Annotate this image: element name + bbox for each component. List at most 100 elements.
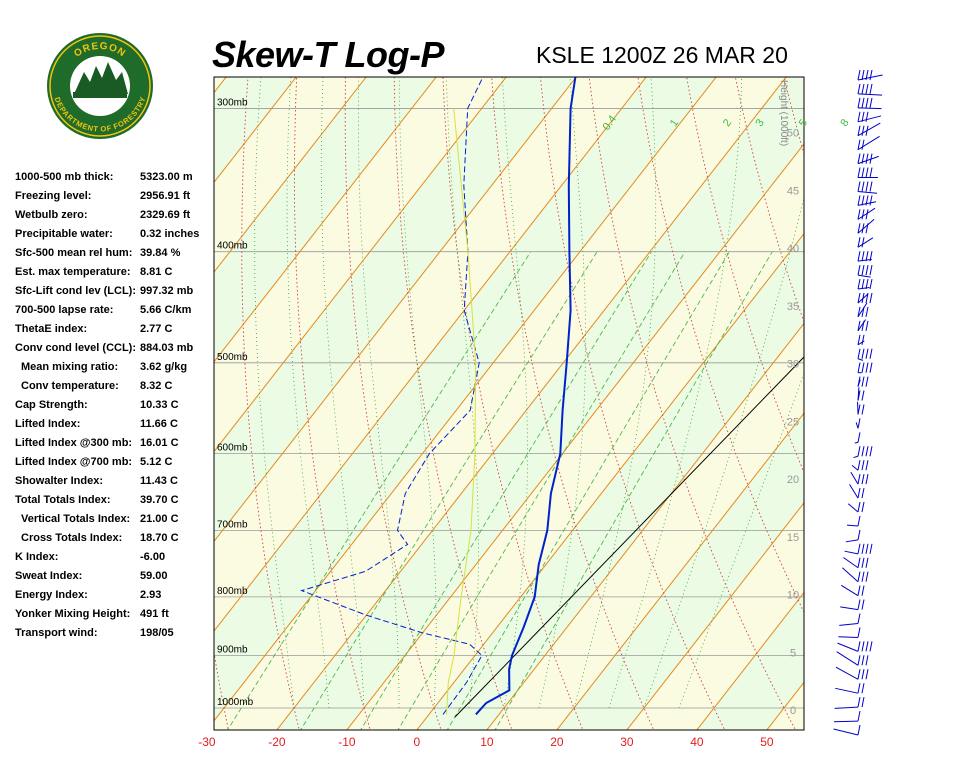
isotherm-line (214, 77, 507, 453)
wind-barb (857, 153, 879, 165)
wind-barb-flag (865, 571, 869, 582)
wind-barb-staff (857, 115, 882, 123)
index-label: Showalter Index: (15, 475, 104, 487)
wind-barb-staff (857, 190, 878, 194)
wind-barb (857, 251, 873, 262)
wind-barb-flag (857, 655, 861, 666)
index-value: 2329.69 ft (140, 209, 191, 221)
wind-barb-flag (861, 111, 865, 122)
wind-barb-flag (857, 306, 861, 318)
mixing-ratio-line (226, 251, 532, 730)
wind-barb-staff (857, 107, 882, 110)
wind-barb-flag (861, 167, 865, 178)
pressure-label: 1000mb (217, 697, 254, 708)
wind-barb-flag (861, 571, 865, 582)
x-tick-label: 50 (760, 735, 774, 749)
index-row: Energy Index: 2.93 (15, 586, 215, 605)
isotherm-line (626, 502, 804, 730)
index-label: Sweat Index: (15, 570, 83, 582)
wind-barb-flag (861, 237, 865, 248)
wind-barb-flag (857, 543, 861, 554)
wind-barb (857, 122, 881, 137)
wind-barb-flag (865, 167, 869, 178)
index-row: Lifted Index @700 mb: 5.12 C (15, 453, 215, 472)
mixing-ratio-label: 8 (838, 117, 851, 129)
wind-barb-flag (861, 683, 865, 694)
index-row: Transport wind: 198/05 (15, 624, 215, 643)
wind-barb-flag (857, 83, 861, 95)
index-row: Cap Strength: 10.33 C (15, 396, 215, 415)
oregon-department-of-forestry-logo: OREGON DEPARTMENT OF FORESTRY (47, 33, 153, 139)
logo-gold-ring (49, 35, 151, 137)
wind-barb-flag (865, 348, 869, 359)
plot-content (214, 0, 960, 732)
isotherm-line (486, 322, 804, 730)
height-tick-label: 0 (790, 705, 796, 717)
moist-adiabat-line (643, 196, 804, 709)
index-row: Lifted Index: 11.66 C (15, 415, 215, 434)
wind-barb-flag (857, 557, 861, 568)
wind-barb-flag (869, 348, 873, 359)
wind-barb-flag (869, 167, 873, 178)
wind-barb (857, 237, 874, 248)
wind-barb-staff (857, 122, 881, 137)
mixing-ratio-label: 3 (754, 117, 767, 129)
wind-barb-flag (857, 251, 861, 262)
wind-barb (857, 69, 883, 81)
wind-barb (855, 418, 861, 429)
index-label: Lifted Index @700 mb: (15, 456, 133, 468)
wind-barb-flag (865, 265, 869, 276)
mixing-ratio-line (446, 251, 730, 730)
height-axis-label: Height (1000ft) (778, 80, 789, 146)
wind-barb-flag (857, 195, 861, 206)
wind-barb-flag (861, 195, 865, 206)
index-value: 5.66 C/km (140, 304, 192, 316)
isotherm-line (214, 77, 577, 543)
wind-barb (857, 218, 875, 234)
wind-barb-staff (857, 201, 877, 206)
x-tick-label: -20 (268, 735, 286, 749)
pressure-label: 400mb (217, 241, 248, 252)
wind-barb-flag (857, 641, 861, 652)
wind-barb-staff (857, 135, 880, 151)
mixing-ratio-line (397, 251, 686, 730)
wind-barb (842, 567, 869, 583)
wind-barb-staff (834, 720, 859, 723)
wind-barb-flag (861, 278, 865, 290)
wind-barb-flag (857, 167, 861, 178)
index-row: Total Totals Index: 39.70 C (15, 491, 215, 510)
logo-trees-icon (74, 62, 128, 94)
wind-barb (835, 666, 869, 680)
x-tick-label: 30 (620, 735, 634, 749)
height-tick-label: 5 (790, 647, 796, 659)
mixing-ratio-line (494, 251, 773, 730)
wind-barb-flag (857, 125, 861, 136)
wind-barb-flag (865, 320, 869, 331)
wind-barb-flag (857, 571, 861, 582)
wind-barb (835, 683, 865, 694)
index-value: 5323.00 m (140, 171, 193, 183)
wind-barb (857, 302, 869, 318)
dry-adiabat-line (806, 0, 960, 732)
wind-barb-flag (857, 432, 861, 443)
wind-barb-flag (869, 153, 873, 164)
wind-barb-flag (861, 251, 865, 262)
wind-barb-flag (869, 69, 873, 81)
wind-barb-flag (861, 292, 865, 304)
wind-barb-staff (834, 706, 859, 709)
wind-barb (857, 135, 880, 151)
wind-barb-flag (861, 97, 865, 108)
wind-barb-flag (857, 139, 861, 150)
index-row: K Index: -6.00 (15, 548, 215, 567)
wind-barb-flag (865, 557, 869, 568)
wind-barb-staff (857, 218, 875, 234)
wind-barb (850, 471, 869, 485)
index-value: 3.62 g/kg (140, 361, 188, 373)
wind-barb-flag (857, 669, 861, 680)
index-row: Yonker Mixing Height: 491 ft (15, 605, 215, 624)
wind-barb-flag (857, 69, 861, 81)
index-value: 5.12 C (140, 456, 173, 468)
series-dewpoint-line (300, 77, 484, 715)
wind-barb-flag (861, 669, 865, 680)
isotherm-line (835, 0, 960, 732)
